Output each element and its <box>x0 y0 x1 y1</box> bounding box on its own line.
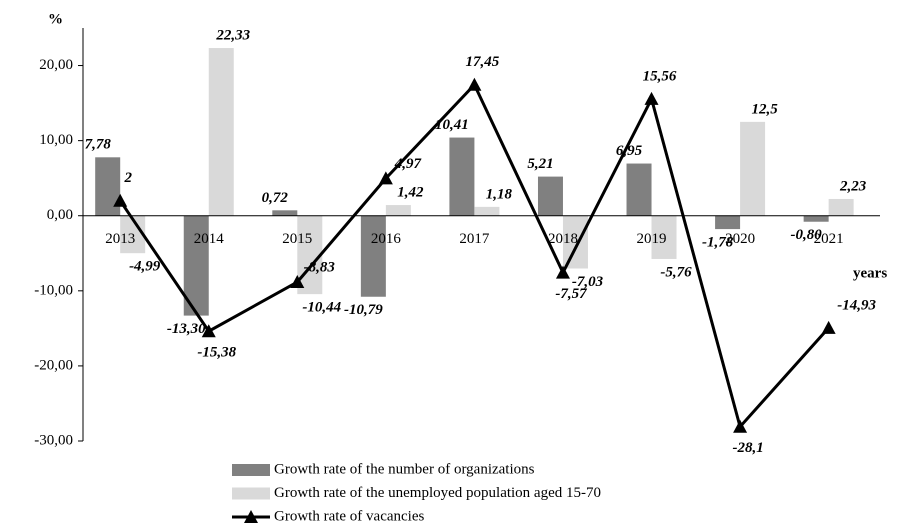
bar <box>385 205 411 216</box>
x-tick-label: 2017 <box>459 231 490 247</box>
x-tick-label: 2015 <box>282 231 312 247</box>
value-label: 2 <box>123 170 132 186</box>
value-label: -8,83 <box>304 259 336 275</box>
legend-label: Growth rate of vacancies <box>274 508 425 524</box>
marker <box>113 193 128 207</box>
marker <box>467 77 482 91</box>
bar <box>715 215 741 230</box>
x-tick-label: 2013 <box>105 231 135 247</box>
value-label: -0,80 <box>791 227 823 243</box>
value-label: 4,97 <box>394 156 422 172</box>
value-label: 5,21 <box>527 156 553 172</box>
value-label: 2,23 <box>839 178 867 194</box>
value-label: 1,42 <box>397 185 424 201</box>
legend-label: Growth rate of the number of organizatio… <box>274 461 535 477</box>
x-tick-label: 2014 <box>194 231 225 247</box>
y-tick-label: -10,00 <box>34 282 73 298</box>
bar <box>272 210 298 216</box>
value-label: -7,03 <box>572 274 604 290</box>
bar <box>651 215 677 259</box>
x-tick-label: 2018 <box>548 231 578 247</box>
y-tick-label: 20,00 <box>39 57 73 73</box>
marker <box>290 275 305 289</box>
bar <box>803 215 829 222</box>
value-label: -13,30 <box>167 321 206 337</box>
marker <box>733 419 748 433</box>
value-label: 17,45 <box>466 54 500 70</box>
bar <box>449 137 475 216</box>
x-tick-label: 2019 <box>637 231 667 247</box>
value-label: -1,78 <box>702 235 734 251</box>
marker <box>555 265 570 279</box>
value-label: -4,99 <box>129 259 161 275</box>
bar <box>740 121 766 216</box>
value-label: 12,5 <box>751 101 778 117</box>
legend-swatch <box>232 464 270 476</box>
value-label: -15,38 <box>197 345 236 361</box>
legend-marker <box>244 510 258 523</box>
value-label: -10,44 <box>302 300 341 316</box>
value-label: -7,57 <box>555 286 587 302</box>
bar <box>297 215 323 295</box>
legend-swatch <box>232 487 270 500</box>
value-label: 22,33 <box>215 27 250 43</box>
value-label: 0,72 <box>262 190 289 206</box>
bar <box>120 215 146 254</box>
value-label: 1,18 <box>486 186 513 202</box>
value-label: -28,1 <box>732 440 763 456</box>
y-tick-label: 10,00 <box>39 132 73 148</box>
bar <box>626 163 652 216</box>
bar <box>562 215 588 269</box>
bar <box>828 198 854 216</box>
value-label: -14,93 <box>837 297 876 313</box>
bar <box>208 48 234 216</box>
x-axis-label: years <box>853 265 887 281</box>
marker <box>821 320 836 334</box>
bar <box>95 157 121 216</box>
y-axis-label: % <box>48 11 63 27</box>
value-label: 15,56 <box>643 68 677 84</box>
x-tick-label: 2021 <box>814 231 844 247</box>
value-label: -10,79 <box>344 302 383 318</box>
y-tick-label: -20,00 <box>34 357 73 373</box>
x-tick-label: 2016 <box>371 231 402 247</box>
marker <box>644 91 659 105</box>
bar <box>537 176 563 216</box>
y-tick-label: -30,00 <box>34 432 73 448</box>
value-label: 7,78 <box>85 137 112 153</box>
marker <box>378 171 393 185</box>
legend-label: Growth rate of the unemployed population… <box>274 485 601 501</box>
value-label: -5,76 <box>660 264 692 280</box>
y-tick-label: 0,00 <box>47 207 73 223</box>
x-tick-label: 2020 <box>725 231 755 247</box>
bar <box>474 206 500 216</box>
value-label: 10,41 <box>435 117 469 133</box>
marker <box>201 324 216 338</box>
bar <box>360 215 386 297</box>
